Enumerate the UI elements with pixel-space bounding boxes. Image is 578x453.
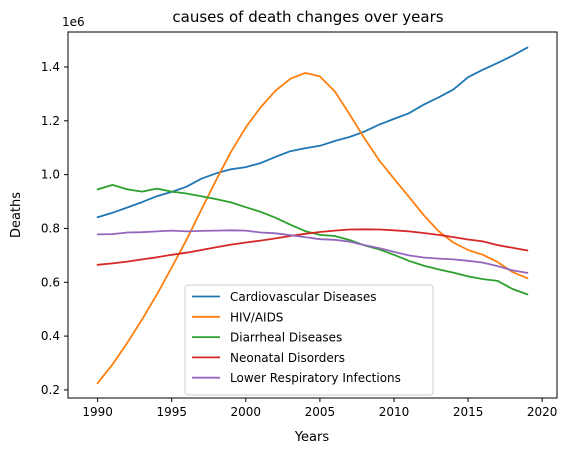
x-tick-label: 2010 (379, 405, 410, 419)
series-line-3 (96, 228, 529, 266)
series-line-0 (96, 46, 529, 219)
y-tick-label: 0.6 (41, 275, 60, 289)
legend-label: Neonatal Disorders (230, 351, 345, 365)
legend-label: Cardiovascular Diseases (230, 290, 377, 304)
y-tick-label: 0.4 (41, 329, 60, 343)
legend-label: Diarrheal Diseases (230, 331, 342, 345)
y-tick-label: 0.2 (41, 383, 60, 397)
x-tick-label: 1995 (156, 405, 187, 419)
y-tick-label: 1.4 (41, 60, 60, 74)
x-tick-label: 1990 (82, 405, 113, 419)
chart-title: causes of death changes over years (172, 8, 443, 26)
legend-label: HIV/AIDS (230, 310, 283, 324)
y-tick-label: 1.0 (41, 168, 60, 182)
x-tick-label: 2015 (453, 405, 484, 419)
legend: Cardiovascular Diseases HIV/AIDS Diarrheal… (184, 284, 434, 396)
y-offset-label: 1e6 (62, 15, 85, 29)
x-axis-label: Years (294, 430, 330, 445)
y-tick-label: 0.8 (41, 221, 60, 235)
x-tick-label: 2020 (527, 405, 558, 419)
series-line-4 (96, 229, 529, 274)
series-line-1 (96, 72, 529, 385)
plot-area: 1990 1995 2000 2005 2010 2015 2020 0.2 0.4 0.6 0.8… (41, 46, 558, 419)
legend-label: Lower Respiratory Infections (230, 371, 401, 385)
y-tick-label: 1.2 (41, 114, 60, 128)
x-tick-label: 2005 (305, 405, 336, 419)
plot-frame (67, 31, 558, 399)
legend-box (184, 284, 434, 396)
x-tick-label: 2000 (231, 405, 262, 419)
y-axis-label: Deaths (9, 192, 24, 238)
